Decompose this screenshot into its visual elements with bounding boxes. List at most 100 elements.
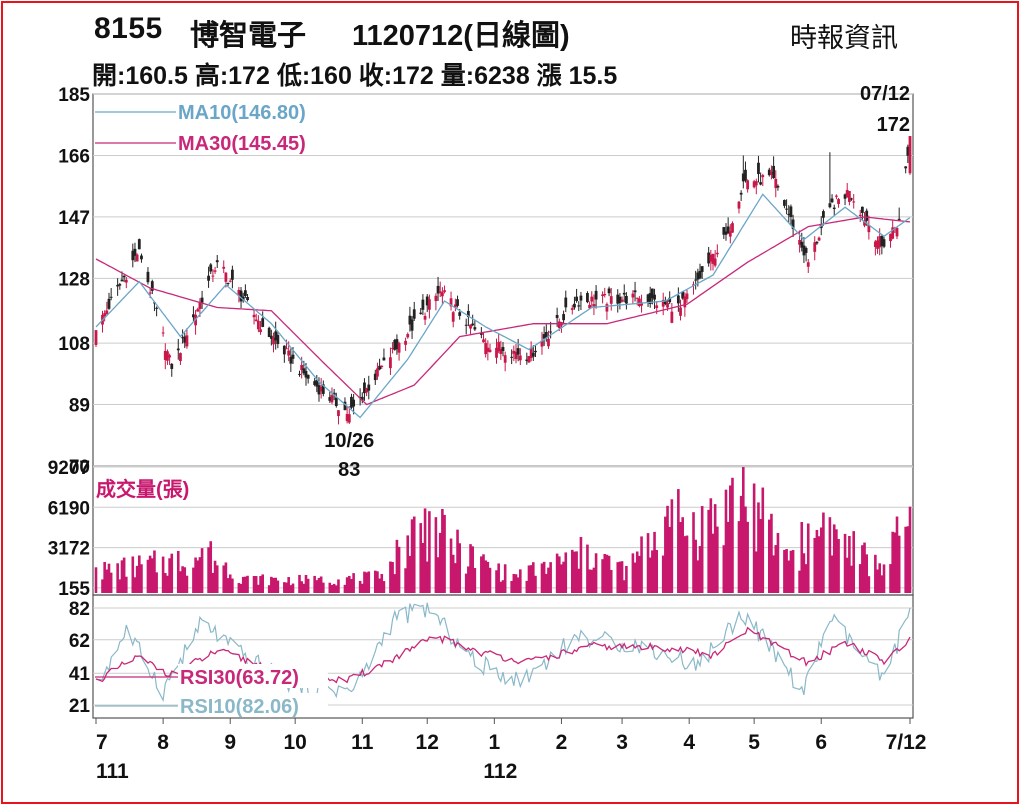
candle [635, 297, 639, 306]
volume-bar [105, 569, 109, 593]
candle [895, 226, 899, 240]
volume-bar [880, 575, 884, 593]
volume-bar [618, 561, 622, 593]
candle [315, 374, 319, 393]
volume-bar [564, 552, 568, 593]
candle [694, 270, 698, 290]
volume-bar [737, 521, 741, 593]
candle [389, 347, 392, 375]
volume-bar [337, 579, 340, 593]
volume-bar [638, 555, 641, 593]
volume-bar [555, 553, 559, 593]
volume-bar [547, 567, 550, 593]
volume-bar [594, 553, 598, 593]
volume-bar [237, 583, 241, 593]
volume-bar [622, 580, 626, 593]
candle [813, 236, 817, 261]
price-tick-label: 89 [69, 396, 90, 417]
volume-bar [179, 571, 182, 593]
candle [616, 289, 620, 313]
candle [514, 343, 518, 364]
candlesticks [94, 136, 912, 425]
candle [783, 199, 786, 209]
volume-bar [272, 577, 275, 593]
candle [421, 294, 425, 316]
candle [622, 284, 626, 303]
volume-bar [557, 556, 561, 593]
candle [393, 338, 397, 351]
candle [562, 310, 566, 325]
source-label: 時報資訊 [790, 23, 898, 53]
volume-bar [761, 487, 765, 593]
volume-bar [185, 575, 189, 593]
price-tick-label: 128 [58, 269, 90, 290]
volume-bar [754, 551, 758, 593]
volume-bar [259, 576, 262, 593]
candle [211, 269, 215, 283]
candle [466, 304, 470, 327]
candle [488, 343, 492, 353]
volume-bar [542, 561, 546, 593]
volume-bar [499, 581, 503, 593]
candle [395, 334, 399, 355]
volume-bar [166, 575, 169, 593]
volume-bar [560, 564, 563, 593]
x-month-label: 8 [157, 731, 169, 754]
candle [179, 352, 182, 366]
volume-bar [767, 519, 771, 593]
volume-bar [313, 575, 316, 593]
volume-bar [817, 536, 821, 593]
volume-bar [590, 569, 594, 593]
volume-bar [443, 514, 446, 593]
candle [391, 342, 394, 354]
x-month-label: 5 [748, 731, 760, 754]
volume-bar [298, 574, 301, 593]
candle [843, 193, 847, 206]
volume-bar [213, 560, 217, 593]
candle [382, 348, 386, 361]
candle [397, 341, 401, 361]
candle [804, 246, 808, 262]
volume-bar [410, 519, 414, 593]
volume-bar [774, 545, 778, 593]
candle [440, 287, 444, 306]
candle [534, 344, 537, 358]
low-value-label: 83 [338, 459, 360, 481]
candle [267, 326, 271, 338]
candle [746, 179, 750, 193]
volume-bar [350, 578, 353, 593]
candle [564, 290, 568, 313]
candle [586, 291, 589, 304]
volume-bar [226, 578, 230, 593]
candle [363, 378, 366, 401]
rsi-tick-label: 41 [69, 664, 91, 685]
volume-bar [125, 576, 128, 593]
volume-bar [244, 576, 247, 593]
volume-bar [828, 517, 832, 593]
candle [163, 343, 167, 370]
candle [757, 155, 760, 183]
rsi10-line [95, 602, 911, 703]
price-annotations: 07/12 172 10/26 83 [324, 83, 910, 481]
candle [274, 321, 278, 350]
volume-bar [605, 554, 609, 593]
candle [495, 338, 498, 364]
volume-bar [404, 568, 407, 593]
candle [276, 331, 280, 349]
volume-bar [200, 548, 204, 593]
candle [352, 394, 356, 415]
candle [724, 223, 728, 241]
price-summary: 開:160.5 高:172 低:160 收:172 量:6238 漲 15.5 [92, 62, 618, 90]
volume-bar [800, 521, 804, 593]
candle [631, 290, 635, 304]
volume-bar [224, 562, 228, 593]
candle [419, 307, 423, 315]
x-month-label: 4 [683, 731, 695, 754]
candle [453, 298, 457, 312]
candle [473, 320, 477, 331]
volume-bar [683, 536, 687, 593]
rsi-tick-label: 62 [69, 631, 90, 652]
volume-bar [729, 485, 732, 593]
rsi30-legend-label: RSI30(63.72) [180, 667, 299, 689]
volume-bar [347, 575, 351, 593]
